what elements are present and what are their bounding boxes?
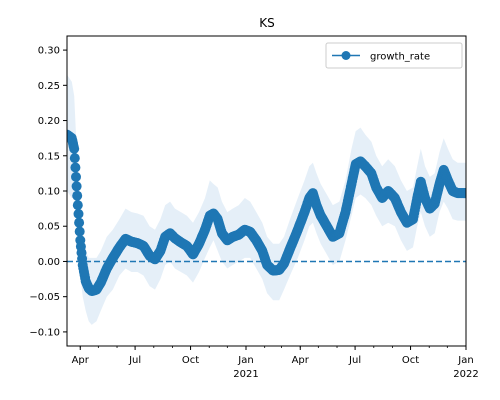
legend-label: growth_rate — [370, 52, 430, 63]
y-tick-label: 0.15 — [38, 151, 60, 162]
confidence-band-layer — [67, 74, 466, 325]
data-point — [70, 162, 81, 173]
x-tick-label: Apr — [292, 355, 310, 366]
data-point — [73, 208, 84, 219]
y-tick-label: 0.00 — [38, 257, 60, 268]
y-tick-label: 0.30 — [38, 46, 60, 57]
x-tick-label: Jan — [457, 355, 473, 366]
x-tick-label: Oct — [182, 355, 199, 366]
data-point — [74, 217, 85, 228]
chart-title: KS — [259, 16, 275, 30]
legend-frame — [325, 42, 463, 69]
axes-layer: −0.10 −0.05 0.00 0.05 0.10 0.15 0.20 0.25 0.30 Ap… — [29, 35, 479, 380]
data-point — [71, 181, 82, 192]
series-layer — [67, 129, 466, 296]
y-tick-label: 0.20 — [38, 116, 60, 127]
data-point — [74, 226, 85, 237]
x-tick-label: Jan — [237, 355, 253, 366]
data-point — [72, 200, 83, 211]
data-point — [72, 190, 83, 201]
data-point — [69, 143, 80, 154]
x-tick-label: Jul — [348, 355, 361, 366]
data-point — [461, 188, 466, 199]
x-tick-label: Apr — [72, 355, 90, 366]
confidence-band — [67, 74, 466, 325]
legend-marker-swatch — [341, 51, 351, 60]
data-point — [71, 171, 81, 182]
x-tick-label: Oct — [402, 355, 419, 366]
x-tick-label: Jul — [128, 355, 141, 366]
x-tick-year-label: 2021 — [233, 369, 258, 380]
y-tick-label: −0.05 — [29, 292, 60, 303]
x-tick-year-label: 2022 — [453, 369, 478, 380]
y-tick-label: −0.10 — [29, 327, 60, 338]
legend: growth_rate — [325, 42, 463, 69]
y-tick-label: 0.05 — [38, 222, 60, 233]
y-tick-label: 0.25 — [38, 81, 60, 92]
data-point — [69, 153, 80, 164]
y-tick-label: 0.10 — [38, 187, 60, 198]
